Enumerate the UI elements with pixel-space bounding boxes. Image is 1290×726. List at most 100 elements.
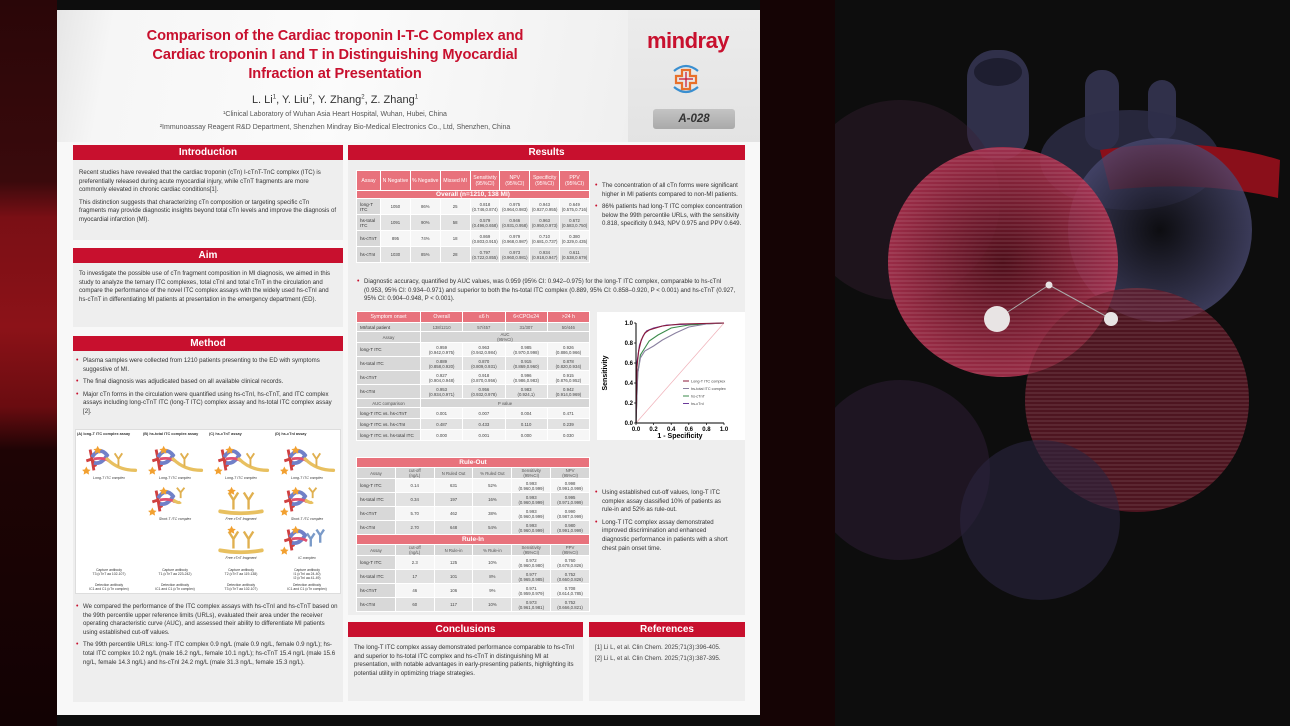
legend-label: hs-total ITC complex bbox=[691, 387, 726, 391]
table-cell: 1050 bbox=[380, 198, 411, 215]
author-sup: 2 bbox=[361, 94, 365, 101]
table-cell: 631 bbox=[433, 478, 474, 493]
table-row: hs-total ITC 0.34 197 16% 0.993 (0.960,0.999)… bbox=[356, 492, 590, 507]
table-cell: 2.70 bbox=[394, 520, 435, 535]
free-molecule-icon bbox=[218, 525, 264, 555]
table-cell: 38% bbox=[472, 506, 513, 521]
legend-label: hs-cTnT bbox=[691, 395, 706, 399]
table-cell: 0.611 (0.538,0.679) bbox=[559, 246, 590, 263]
conclusions-text: The long-T ITC complex assay demonstrate… bbox=[354, 644, 575, 677]
results-bullets-2: Using established cut-off values, long-T… bbox=[594, 489, 729, 557]
caption-line: Detection antibody bbox=[226, 583, 256, 587]
molecule-short bbox=[277, 483, 337, 522]
table-cell: 0.995 (0.971,0.999) bbox=[550, 492, 590, 507]
roc-chart: 0.0 0.0 0.2 0.2 0.4 0.4 0.6 0.6 0.8 0.8 1.0 1.0 1 - … bbox=[597, 312, 745, 440]
column-header: ≤6 h bbox=[462, 311, 506, 323]
column-header: >24 h bbox=[546, 311, 591, 323]
molecule-label: Free cTnT fragment bbox=[225, 556, 257, 560]
poster-title: Comparison of the Cardiac troponin I-T-C… bbox=[90, 27, 580, 84]
table-row: hs-total ITC 1091 90% 58 0.579 (0.496,0.658) 0… bbox=[356, 214, 590, 231]
figure-panel: (C) hs-cTnT assay Long-T ITC complex Free … bbox=[208, 430, 274, 595]
auc-table: Symptom onset Overall ≤6 h 6<CPO≤24 >24 h MI/… bbox=[356, 311, 591, 441]
table-cell: 85% bbox=[409, 246, 441, 263]
table-cell: 0.752 (0.660,0.826) bbox=[550, 569, 590, 584]
aim-heading: Aim bbox=[73, 248, 343, 263]
molecule-long bbox=[79, 442, 139, 481]
author-sup: 2 bbox=[308, 94, 313, 101]
table-cell: 0.870 (0.809,0.931) bbox=[462, 356, 506, 371]
table-cell: 0.710 (0.681,0.737) bbox=[529, 230, 561, 247]
poster-id-badge: A-028 bbox=[653, 109, 735, 129]
row-label-cell: hs-total ITC bbox=[356, 214, 381, 231]
y-tick-label: 0.6 bbox=[625, 361, 634, 367]
results-bullets: The concentration of all cTn forms were … bbox=[594, 182, 744, 233]
y-tick-label: 0.8 bbox=[625, 341, 634, 347]
table-cell: 0.993 (0.960,0.999) bbox=[511, 506, 552, 521]
detection-antibody-caption: Detection antibody IC1 and C1 (cTn comple… bbox=[76, 583, 142, 591]
table-row: hs-cTnI 60 117 10% 0.973 (0.961,0.981) 0.752 (0… bbox=[356, 597, 590, 612]
caption-line: T3 (cTnT aa 102-107) bbox=[92, 572, 126, 577]
row-label-cell: long-T ITC bbox=[356, 198, 381, 215]
auc-header-row: Assay AUC (95%CI) bbox=[356, 331, 590, 343]
long-molecule-icon bbox=[214, 445, 270, 475]
long-molecule-icon bbox=[280, 445, 336, 475]
table-cell: Sensitivity (95%CI) bbox=[511, 467, 552, 479]
heart-illustration bbox=[835, 0, 1290, 726]
caption-line: I2 (cTnI aa 41-49) bbox=[293, 576, 321, 581]
table-cell: 10% bbox=[472, 597, 513, 612]
long-molecule-icon bbox=[82, 445, 138, 475]
row-label-cell: long-T ITC bbox=[356, 555, 396, 570]
rule-out-rule-in-table: Rule-Out Assay cut-off (ng/L) N Ruled Out% R… bbox=[356, 457, 590, 612]
table-cell: 60 bbox=[394, 597, 435, 612]
table-cell: 0.760 (0.678,0.826) bbox=[550, 555, 590, 570]
table-cell: 197 bbox=[433, 492, 474, 507]
row-label-cell: long-T ITC vs. hs-total ITC bbox=[356, 429, 421, 441]
y-tick-label: 0.0 bbox=[625, 421, 634, 427]
molecule-free bbox=[211, 483, 271, 522]
table-cell: 25 bbox=[439, 198, 471, 215]
table-cell: 0.973 (0.961,0.981) bbox=[511, 597, 552, 612]
results-heading: Results bbox=[348, 145, 745, 160]
row-label-cell: hs-cTnT bbox=[356, 583, 396, 598]
author-name: Z. Zhang bbox=[370, 94, 415, 106]
table-cell: 0.980 (0.991,0.999) bbox=[550, 520, 590, 535]
section-label: Overall (n=1210, 138 MI) bbox=[356, 190, 590, 199]
table-cell: Sensitivity (95%CI) bbox=[511, 544, 552, 556]
bullet-item: Using established cut-off values, long-T… bbox=[594, 489, 729, 515]
table-cell: 74% bbox=[409, 230, 441, 247]
table-cell: 0.004 bbox=[504, 407, 548, 419]
table-cell: 58 bbox=[439, 214, 471, 231]
introduction-heading: Introduction bbox=[73, 145, 343, 160]
capture-antibody-caption: Capture antibody T3 (cTnT aa 102-107) bbox=[76, 568, 142, 576]
table-row: hs-cTnT 46 106 9% 0.971 (0.959,0.979) 0.708 (0.… bbox=[356, 583, 590, 598]
molecule-long bbox=[211, 442, 271, 481]
caption-line: Capture antibody bbox=[162, 568, 188, 572]
table-cell: 16% bbox=[472, 492, 513, 507]
table-header-row: Assay N Negative% Negative Missed MI Sensit… bbox=[356, 170, 590, 191]
column-header: Symptom onset bbox=[356, 311, 421, 323]
table-cell: 57/457 bbox=[462, 322, 506, 332]
table-cell: 0.14 bbox=[394, 478, 435, 493]
table-row: long-T ITC 0.959 (0.942,0.975) 0.963 (0.942,… bbox=[356, 342, 591, 357]
table-cell: 0.889 (0.858,0.920) bbox=[419, 356, 464, 371]
table-cell: 46 bbox=[394, 583, 435, 598]
caption-line: Detection antibody bbox=[160, 583, 190, 587]
table-cell: 0.977 (0.965,0.985) bbox=[511, 569, 552, 584]
table-cell: 10% bbox=[472, 555, 513, 570]
mi-total-row: MI/total patient 138/1210 57/457 31/307 50/4… bbox=[356, 322, 591, 332]
table-row: long-T ITC 0.14 631 52% 0.993 (0.960,0.999) 0.… bbox=[356, 478, 590, 493]
table-row: long-T ITC vs. hs-cTnT 0.001 0.007 0.004 0.4… bbox=[356, 407, 591, 419]
reference-item: [1] Li L, et al. Clin Chem. 2025;71(3):3… bbox=[595, 644, 721, 651]
detection-antibody-caption: Detection antibody T3 (cTnT aa 102-107) bbox=[208, 583, 274, 591]
table-cell: AUC (95%CI) bbox=[420, 331, 590, 343]
row-label-cell: long-T ITC vs. hs-cTnI bbox=[356, 418, 421, 430]
table-cell: 648 bbox=[433, 520, 474, 535]
column-header: Assay bbox=[356, 170, 381, 191]
section-label: Rule-Out bbox=[356, 457, 590, 468]
table-cell: 0.752 (0.666,0.821) bbox=[550, 597, 590, 612]
table-row: long-T ITC 1050 86% 25 0.818 (0.746,0.874) 0.9… bbox=[356, 198, 590, 215]
title-line: Infraction at Presentation bbox=[248, 66, 422, 82]
figure-panel-title: (A) long-T ITC complex assay bbox=[77, 432, 131, 436]
table-cell: 0.963 (0.950,0.973) bbox=[529, 214, 561, 231]
table-cell: 0.998 (0.991,0.999) bbox=[550, 478, 590, 493]
